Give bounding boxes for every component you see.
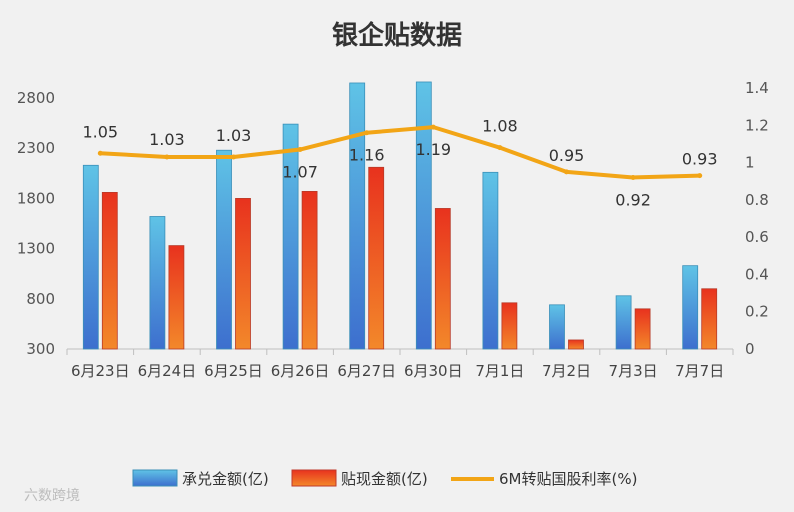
rate-data-label: 1.16 xyxy=(349,146,385,165)
y-right-tick-label: 0.2 xyxy=(745,303,769,321)
chart-title: 银企贴数据 xyxy=(332,20,462,51)
legend-swatch-discount xyxy=(291,469,337,487)
rate-point xyxy=(97,150,103,156)
y-right-tick-label: 0 xyxy=(745,340,755,358)
y-right-tick-label: 1.4 xyxy=(745,79,769,97)
x-tick-label: 6月30日 xyxy=(404,362,463,380)
y-left-tick-label: 300 xyxy=(26,340,55,358)
y-left-tick-label: 2300 xyxy=(17,139,55,157)
x-tick-label: 7月1日 xyxy=(475,362,524,380)
rate-data-label: 0.92 xyxy=(615,190,651,209)
x-tick-label: 7月3日 xyxy=(609,362,658,380)
bar-acceptance xyxy=(549,304,565,350)
rate-point xyxy=(430,124,436,130)
x-tick-label: 6月26日 xyxy=(271,362,330,380)
rate-point xyxy=(231,154,236,160)
x-tick-label: 7月2日 xyxy=(542,362,591,380)
bar-discount xyxy=(568,339,584,350)
axes: 300 800 1300 1800 2300 2800 0 0.2 0.4 0.6 0.8 1 1.2 1… xyxy=(17,79,769,380)
rate-point xyxy=(630,174,636,180)
rate-line-path xyxy=(98,125,702,180)
y-left-tick-label: 1300 xyxy=(17,240,55,258)
x-tick-label: 6月25日 xyxy=(204,362,263,380)
rate-point xyxy=(164,154,170,160)
rate-line xyxy=(97,124,703,180)
y-right-tick-label: 1.2 xyxy=(745,116,769,134)
bar-discount xyxy=(434,208,451,350)
y-right-tick-label: 1 xyxy=(745,154,755,172)
rate-data-label: 1.07 xyxy=(282,163,318,182)
y-right-tick-label: 0.8 xyxy=(745,191,769,209)
legend-label-discount: 贴现金额(亿) xyxy=(341,470,428,488)
rate-data-label: 1.05 xyxy=(82,122,118,141)
bar-discount xyxy=(235,198,251,350)
rate-point xyxy=(364,130,370,136)
bars xyxy=(82,81,718,350)
rate-data-label: 1.03 xyxy=(216,126,252,145)
data-labels: 1.05 1.03 1.03 1.07 1.16 1.19 1.08 0.95 0.92 0.93 xyxy=(82,117,717,210)
bar-discount xyxy=(301,190,318,350)
bar-acceptance xyxy=(282,123,299,350)
y-right-tick-label: 0.6 xyxy=(745,228,769,246)
y-left-tick-label: 800 xyxy=(26,290,55,308)
legend-label-rate: 6M转贴国股利率(%) xyxy=(499,470,637,488)
y-right-tick-label: 0.4 xyxy=(745,265,769,283)
rate-point xyxy=(564,169,569,175)
bar-acceptance xyxy=(149,216,166,350)
rate-data-label: 0.95 xyxy=(549,146,585,165)
legend-label-acceptance: 承兑金额(亿) xyxy=(182,470,269,488)
bar-discount xyxy=(168,245,185,350)
x-tick-label: 6月23日 xyxy=(71,362,130,380)
rate-data-label: 0.93 xyxy=(682,150,718,169)
bar-discount xyxy=(101,191,118,350)
y-left-tick-label: 2800 xyxy=(17,89,55,107)
bar-acceptance xyxy=(615,295,632,350)
bar-acceptance xyxy=(349,82,366,350)
rate-point xyxy=(297,147,303,153)
rate-point xyxy=(497,145,503,151)
bar-discount xyxy=(501,302,518,350)
x-tick-label: 7月7日 xyxy=(675,362,724,380)
rate-data-label: 1.08 xyxy=(482,117,518,136)
bar-acceptance xyxy=(82,164,99,350)
watermark: 六数跨境 xyxy=(24,488,80,504)
y-left-tick-label: 1800 xyxy=(17,189,55,207)
x-tick-label: 6月27日 xyxy=(337,362,396,380)
bar-discount xyxy=(368,166,385,350)
bar-acceptance xyxy=(216,149,232,350)
rate-data-label: 1.03 xyxy=(149,130,185,149)
x-tick-label: 6月24日 xyxy=(138,362,197,380)
bar-acceptance xyxy=(482,171,499,350)
bar-acceptance xyxy=(415,81,432,350)
bar-discount xyxy=(634,308,651,350)
legend: 承兑金额(亿) 贴现金额(亿) 6M转贴国股利率(%) xyxy=(132,469,637,488)
legend-swatch-acceptance xyxy=(132,469,178,487)
bar-discount xyxy=(701,288,718,350)
rate-data-label: 1.19 xyxy=(415,140,451,159)
bar-acceptance xyxy=(682,265,699,350)
rate-point xyxy=(697,173,703,179)
